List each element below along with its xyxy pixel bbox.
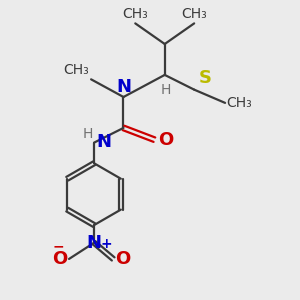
Text: CH₃: CH₃ xyxy=(63,63,89,77)
Text: N: N xyxy=(87,234,102,252)
Text: O: O xyxy=(115,250,130,268)
Text: O: O xyxy=(158,131,173,149)
Text: H: H xyxy=(82,127,93,141)
Text: CH₃: CH₃ xyxy=(181,7,207,21)
Text: CH₃: CH₃ xyxy=(226,96,252,110)
Text: O: O xyxy=(52,250,68,268)
Text: +: + xyxy=(100,237,112,251)
Text: N: N xyxy=(116,77,131,95)
Text: H: H xyxy=(161,83,171,97)
Text: N: N xyxy=(96,133,111,151)
Text: CH₃: CH₃ xyxy=(122,7,148,21)
Text: −: − xyxy=(53,239,64,253)
Text: S: S xyxy=(199,69,212,87)
